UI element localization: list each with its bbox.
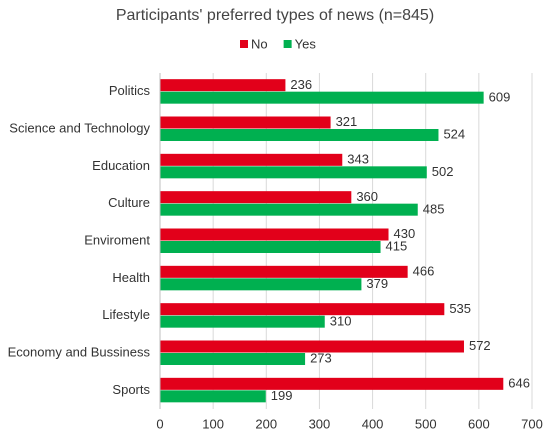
data-label: 485	[423, 201, 445, 216]
bar	[160, 315, 325, 328]
data-label: 535	[449, 301, 471, 316]
legend-label: No	[251, 36, 268, 51]
data-label: 609	[489, 89, 511, 104]
data-label: 646	[508, 376, 530, 391]
legend-swatch	[283, 40, 292, 48]
data-label: 199	[271, 388, 293, 403]
bar	[160, 116, 331, 129]
data-label: 466	[413, 264, 435, 279]
data-label: 524	[443, 127, 465, 142]
x-tick-label: 100	[202, 416, 224, 431]
bar	[160, 79, 286, 92]
y-tick-label: Culture	[108, 195, 150, 210]
y-tick-label: Enviroment	[84, 232, 150, 247]
data-label: 310	[330, 313, 352, 328]
x-tick-label: 400	[362, 416, 384, 431]
bar	[160, 278, 362, 291]
bar	[160, 153, 343, 166]
data-label: 572	[469, 338, 491, 353]
data-label: 360	[356, 189, 378, 204]
bar	[160, 129, 439, 141]
data-label: 415	[386, 239, 408, 254]
data-label: 430	[394, 226, 416, 241]
bar	[160, 265, 408, 278]
y-tick-label: Health	[112, 270, 150, 285]
y-tick-label: Science and Technology	[9, 120, 150, 135]
x-tick-label: 200	[255, 416, 277, 431]
data-label: 502	[432, 164, 454, 179]
bar	[160, 303, 445, 316]
data-label: 273	[310, 351, 332, 366]
bar	[160, 241, 381, 253]
bar	[160, 228, 389, 241]
data-label: 343	[347, 152, 369, 167]
bar	[160, 191, 352, 204]
bar	[160, 377, 504, 390]
legend-swatch	[240, 40, 248, 48]
bar	[160, 203, 418, 216]
bar	[160, 91, 484, 104]
legend-label: Yes	[295, 36, 317, 51]
x-tick-label: 300	[309, 416, 331, 431]
x-tick-label: 700	[521, 416, 543, 431]
data-label: 236	[290, 77, 312, 92]
bar	[160, 340, 464, 353]
y-tick-label: Politics	[109, 83, 151, 98]
bar	[160, 353, 306, 365]
chart-title: Participants' preferred types of news (n…	[116, 7, 434, 24]
bar	[160, 166, 427, 179]
y-tick-label: Sports	[112, 382, 150, 397]
data-label: 379	[366, 276, 388, 291]
x-tick-label: 600	[468, 416, 490, 431]
y-tick-label: Education	[92, 158, 150, 173]
bar	[160, 390, 266, 403]
x-tick-label: 0	[156, 416, 163, 431]
x-tick-label: 500	[415, 416, 437, 431]
y-tick-label: Lifestyle	[102, 307, 150, 322]
y-tick-label: Economy and Bussiness	[8, 344, 151, 359]
data-label: 321	[336, 114, 358, 129]
